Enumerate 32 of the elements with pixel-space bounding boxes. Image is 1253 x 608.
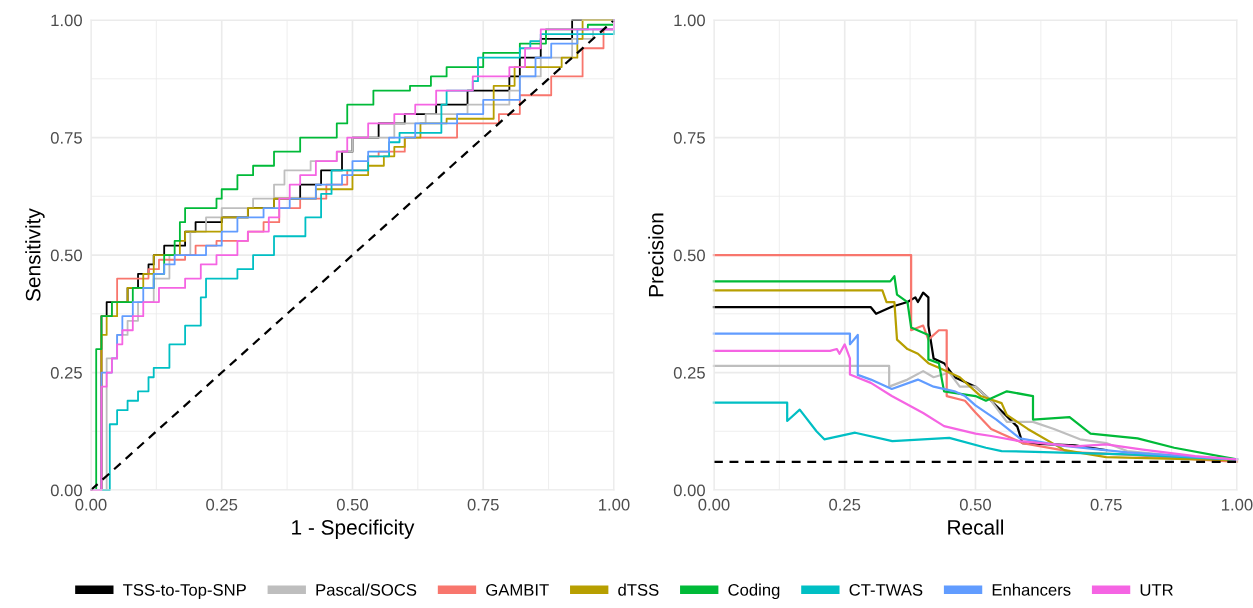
y-tick-label: 0.00: [50, 484, 82, 497]
y-tick-label: 0.50: [673, 249, 705, 262]
x-axis-title: Recall: [948, 519, 1004, 535]
legend-label: CT-TWAS: [849, 583, 923, 596]
legend-label: Pascal/SOCS: [316, 583, 417, 596]
legend-label: GAMBIT: [486, 583, 549, 596]
x-tick-label: 0.75: [1090, 498, 1122, 511]
y-tick-label: 0.50: [50, 249, 82, 262]
x-axis-title: 1 - Specificity: [292, 519, 415, 539]
legend-label: Enhancers: [992, 583, 1071, 596]
y-tick-label: 1.00: [51, 14, 82, 27]
y-tick-label: 0.25: [50, 366, 82, 379]
x-tick-label: 0.75: [467, 498, 499, 511]
legend-label: Coding: [728, 583, 780, 600]
x-tick-label: 0.00: [698, 498, 730, 511]
legend-label: UTR: [1140, 584, 1173, 596]
x-tick-label: 0.50: [959, 498, 992, 511]
legend-label: TSS-to-Top-SNP: [123, 583, 246, 600]
y-tick-label: 0.75: [673, 131, 705, 144]
y-tick-label: 0.75: [50, 131, 82, 144]
x-tick-label: 0.25: [206, 498, 238, 511]
legend-label: dTSS: [618, 583, 659, 596]
y-axis-title: Precision: [648, 213, 664, 297]
y-tick-label: 0.00: [673, 484, 705, 497]
y-tick-label: 0.25: [673, 366, 705, 379]
y-tick-label: 1.00: [674, 14, 705, 27]
x-tick-label: 0.25: [829, 498, 861, 511]
x-tick-label: 1.00: [1222, 498, 1253, 511]
x-tick-label: 1.00: [599, 498, 630, 511]
y-axis-title: Sensitivity: [25, 208, 45, 301]
x-tick-label: 0.00: [75, 498, 107, 511]
x-tick-label: 0.50: [336, 498, 369, 511]
